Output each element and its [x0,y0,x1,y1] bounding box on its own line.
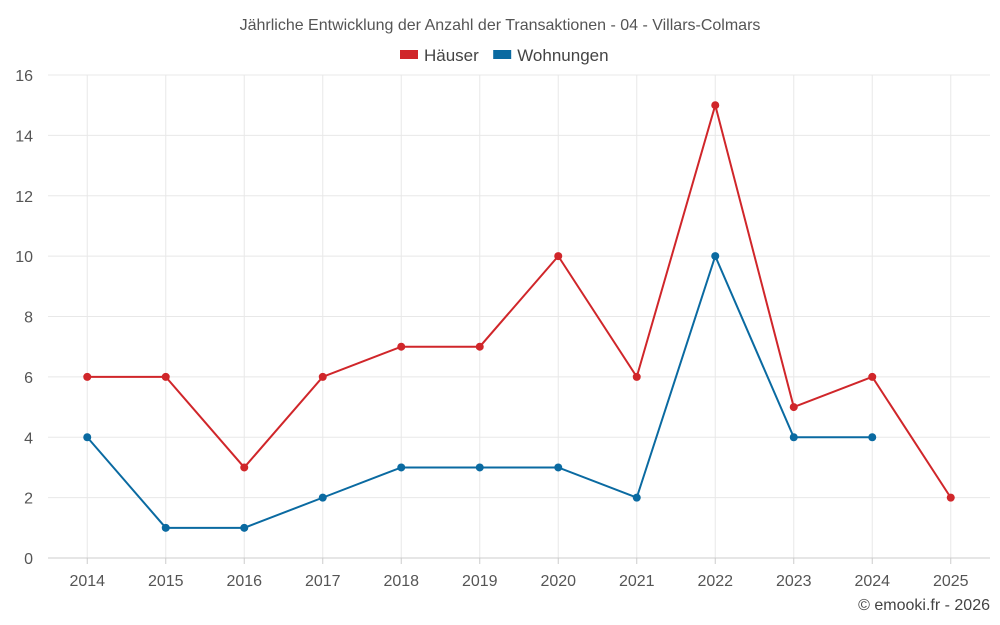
x-tick-label: 2023 [776,573,812,590]
data-point-wohnungen[interactable] [240,523,249,532]
x-tick-label: 2019 [462,573,498,590]
data-point-h-user[interactable] [868,372,877,381]
data-point-h-user[interactable] [240,463,249,472]
y-tick-label: 14 [15,128,33,145]
y-tick-label: 12 [15,189,33,206]
x-tick-label: 2017 [305,573,341,590]
data-point-h-user[interactable] [946,493,955,502]
legend-label: Wohnungen [517,46,608,65]
x-tick-label: 2018 [383,573,419,590]
y-tick-label: 16 [15,68,33,85]
x-tick-label: 2020 [540,573,576,590]
data-point-wohnungen[interactable] [397,463,406,472]
y-tick-label: 2 [24,491,33,508]
y-tick-label: 8 [24,310,33,327]
data-point-h-user[interactable] [632,372,641,381]
legend: Häuser Wohnungen [400,46,609,65]
data-point-wohnungen[interactable] [711,252,720,261]
y-tick-label: 10 [15,249,33,266]
grid [48,74,990,559]
data-point-h-user[interactable] [318,372,327,381]
series [83,101,955,532]
y-tick-label: 4 [24,430,33,447]
legend-swatch [400,50,418,59]
data-point-wohnungen[interactable] [632,493,641,502]
data-point-wohnungen[interactable] [868,433,877,442]
x-tick-label: 2022 [697,573,733,590]
data-point-h-user[interactable] [397,342,406,351]
data-point-wohnungen[interactable] [475,463,484,472]
legend-label: Häuser [424,46,479,65]
data-point-wohnungen[interactable] [83,433,92,442]
series-line-h-user [87,101,952,499]
credit-text: © emooki.fr - 2026 [858,597,990,614]
x-tick-label: 2021 [619,573,655,590]
x-tick-label: 2024 [854,573,890,590]
y-tick-label: 6 [24,370,33,387]
legend-swatch [493,50,512,59]
data-point-h-user[interactable] [789,403,798,412]
x-tick-label: 2025 [933,573,969,590]
data-point-wohnungen[interactable] [161,523,170,532]
data-point-h-user[interactable] [83,372,92,381]
data-point-h-user[interactable] [161,372,170,381]
x-tick-label: 2015 [148,573,184,590]
data-point-h-user[interactable] [554,252,563,261]
data-point-wohnungen[interactable] [318,493,327,502]
data-point-h-user[interactable] [711,101,720,110]
data-point-wohnungen[interactable] [789,433,798,442]
data-point-h-user[interactable] [475,342,484,351]
x-tick-label: 2014 [69,573,105,590]
chart-title: Jährliche Entwicklung der Anzahl der Tra… [240,17,761,34]
x-tick-label: 2016 [226,573,262,590]
axes: 0 2 4 6 8 10 12 14 16 2014 2015 2016 2017 2018 2019 202… [15,68,990,590]
legend-item-h-user[interactable]: Häuser [400,46,479,65]
y-tick-label: 0 [24,551,33,568]
legend-item-wohnungen[interactable]: Wohnungen [493,46,609,65]
data-point-wohnungen[interactable] [554,463,563,472]
